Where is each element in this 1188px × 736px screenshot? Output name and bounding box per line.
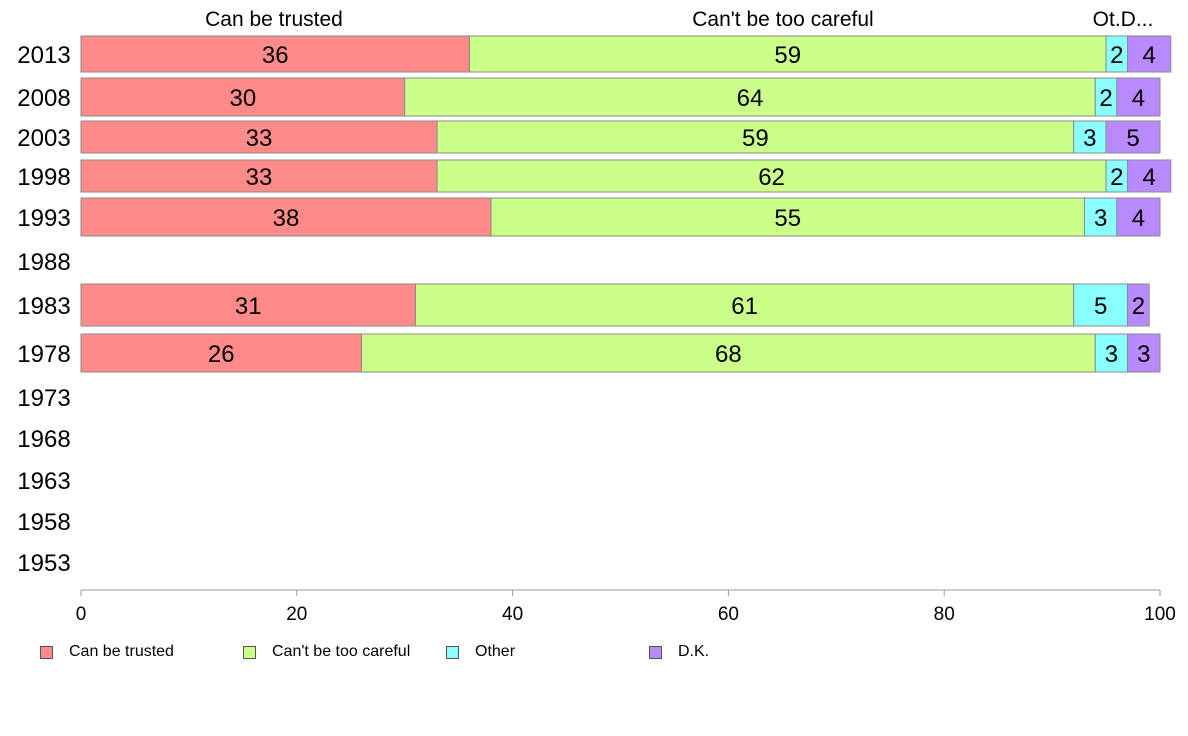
bar-2008-series-1 (404, 77, 1096, 117)
legend-item-dk: D.K. (649, 643, 709, 661)
year-label-1978: 1978 (17, 341, 70, 368)
bar-value-1993-series-2: 3 (1094, 205, 1107, 232)
top-label-2: Ot.D... (1093, 8, 1154, 31)
legend: Can be trusted Can't be too careful Othe… (40, 643, 740, 665)
bar-value-1978-series-2: 3 (1105, 341, 1118, 368)
legend-swatch-other (446, 645, 459, 659)
bar-2013-series-1 (468, 35, 1107, 73)
bar-value-1998-series-0: 33 (246, 164, 273, 191)
bar-1978-series-0 (80, 333, 363, 373)
x-tick-label-40: 40 (502, 604, 523, 625)
legend-swatch-dk (649, 645, 662, 659)
year-label-2013: 2013 (17, 42, 70, 69)
bar-value-1993-series-1: 55 (774, 205, 801, 232)
year-label-1998: 1998 (17, 164, 70, 191)
legend-swatch-can-be-trusted (40, 645, 53, 659)
bar-1993-series-3 (1116, 197, 1161, 237)
bar-1993-series-2 (1083, 197, 1118, 237)
x-tick-label-100: 100 (1144, 604, 1176, 625)
bar-value-2013-series-2: 2 (1110, 42, 1123, 69)
bar-1998-series-0 (80, 159, 438, 193)
bar-value-2003-series-0: 33 (246, 125, 273, 152)
year-label-1983: 1983 (17, 293, 70, 320)
bar-2008-series-3 (1116, 77, 1161, 117)
bar-1978-series-1 (361, 333, 1096, 373)
legend-label-cant-be-too-careful: Can't be too careful (272, 643, 411, 660)
bar-value-2008-series-2: 2 (1099, 85, 1112, 112)
year-label-1963: 1963 (17, 468, 70, 495)
year-label-1988: 1988 (17, 249, 70, 276)
bar-2008-series-0 (80, 77, 406, 117)
bar-value-1983-series-3: 2 (1132, 293, 1145, 320)
bar-value-2008-series-1: 64 (737, 85, 764, 112)
x-tick-label-60: 60 (718, 604, 739, 625)
legend-label-dk: D.K. (678, 643, 710, 660)
bar-1998-series-1 (436, 159, 1107, 193)
bar-1983-series-1 (414, 283, 1075, 327)
bar-2013-series-0 (80, 35, 470, 73)
x-tick-label-20: 20 (286, 604, 307, 625)
x-tick-label-80: 80 (934, 604, 955, 625)
bar-value-1993-series-0: 38 (273, 205, 300, 232)
bar-value-2013-series-1: 59 (774, 42, 801, 69)
bar-2003-series-3 (1105, 120, 1161, 154)
x-tick-label-0: 0 (76, 604, 87, 625)
top-label-1: Can't be too careful (692, 8, 873, 31)
bar-1983-series-3 (1127, 283, 1150, 327)
bar-value-1983-series-0: 31 (235, 293, 262, 320)
bar-value-2003-series-3: 5 (1126, 125, 1139, 152)
bar-value-2008-series-3: 4 (1132, 85, 1145, 112)
bar-value-2013-series-0: 36 (262, 42, 289, 69)
year-label-1958: 1958 (17, 509, 70, 536)
legend-label-other: Other (475, 643, 516, 660)
bar-value-2013-series-3: 4 (1143, 42, 1156, 69)
bar-value-1993-series-3: 4 (1132, 205, 1145, 232)
year-label-1973: 1973 (17, 385, 70, 412)
bar-1993-series-0 (80, 197, 492, 237)
bar-value-1998-series-3: 4 (1143, 164, 1156, 191)
bar-value-2008-series-0: 30 (229, 85, 256, 112)
bar-value-1978-series-3: 3 (1137, 341, 1150, 368)
legend-label-can-be-trusted: Can be trusted (69, 643, 174, 660)
legend-item-can-be-trusted: Can be trusted (40, 643, 174, 661)
bar-2003-series-0 (80, 120, 438, 154)
bar-value-1978-series-0: 26 (208, 341, 235, 368)
bar-1983-series-0 (80, 283, 416, 327)
bar-2013-series-3 (1127, 35, 1172, 73)
year-label-1993: 1993 (17, 205, 70, 232)
bar-value-1983-series-2: 5 (1094, 293, 1107, 320)
year-label-2008: 2008 (17, 85, 70, 112)
year-label-1953: 1953 (17, 550, 70, 577)
bar-1978-series-3 (1127, 333, 1161, 373)
bar-1993-series-1 (490, 197, 1085, 237)
year-label-1968: 1968 (17, 426, 70, 453)
year-label-2003: 2003 (17, 125, 70, 152)
bar-value-2003-series-2: 3 (1083, 125, 1096, 152)
legend-item-other: Other (446, 643, 515, 661)
bar-value-1998-series-1: 62 (758, 164, 785, 191)
bar-2003-series-2 (1073, 120, 1107, 154)
top-label-0: Can be trusted (205, 8, 343, 31)
bar-2003-series-1 (436, 120, 1075, 154)
legend-swatch-cant-be-too-careful (243, 645, 256, 659)
bar-1998-series-3 (1127, 159, 1172, 193)
bar-value-1983-series-1: 61 (731, 293, 758, 320)
legend-item-cant-be-too-careful: Can't be too careful (243, 643, 410, 661)
bar-value-2003-series-1: 59 (742, 125, 769, 152)
bar-value-1998-series-2: 2 (1110, 164, 1123, 191)
bar-value-1978-series-1: 68 (715, 341, 742, 368)
